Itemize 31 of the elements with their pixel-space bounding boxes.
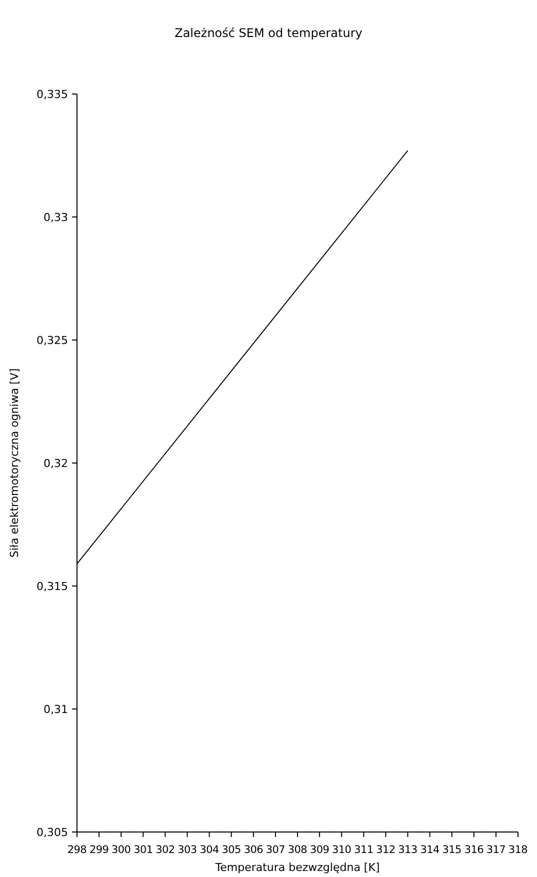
x-tick-label: 302: [156, 844, 175, 856]
y-tick-label: 0,31: [44, 703, 68, 716]
x-tick-label: 313: [398, 844, 418, 856]
x-tick-label: 308: [288, 844, 308, 856]
x-tick-label: 311: [354, 844, 374, 856]
x-tick-label: 318: [508, 844, 528, 856]
y-tick-label: 0,315: [36, 580, 68, 593]
x-tick-label: 298: [67, 844, 87, 856]
x-tick-label: 306: [244, 844, 264, 856]
x-tick-label: 314: [420, 844, 440, 856]
x-tick-label: 317: [486, 844, 506, 856]
y-tick-label: 0,33: [44, 211, 68, 224]
x-tick-label: 309: [310, 844, 330, 856]
y-tick-label: 0,335: [36, 88, 68, 101]
x-axis-title: Temperatura bezwzględna [K]: [214, 861, 380, 874]
x-tick-label: 300: [112, 844, 131, 856]
chart-title: Zależność SEM od temperatury: [174, 26, 362, 40]
y-axis-title: Siła elektromotoryczna ogniwa [V]: [8, 368, 21, 558]
x-tick-label: 304: [200, 844, 220, 856]
x-tick-label: 315: [442, 844, 462, 856]
x-tick-label: 307: [266, 844, 286, 856]
y-tick-label: 0,305: [36, 826, 68, 839]
x-tick-label: 301: [134, 844, 153, 856]
x-tick-label: 305: [222, 844, 241, 856]
x-tick-label: 312: [376, 844, 396, 856]
x-tick-label: 303: [178, 844, 197, 856]
x-tick-label: 316: [464, 844, 484, 856]
y-tick-label: 0,32: [44, 457, 68, 470]
x-tick-label: 310: [332, 844, 352, 856]
x-tick-label: 299: [89, 844, 109, 856]
y-tick-label: 0,325: [36, 334, 68, 347]
